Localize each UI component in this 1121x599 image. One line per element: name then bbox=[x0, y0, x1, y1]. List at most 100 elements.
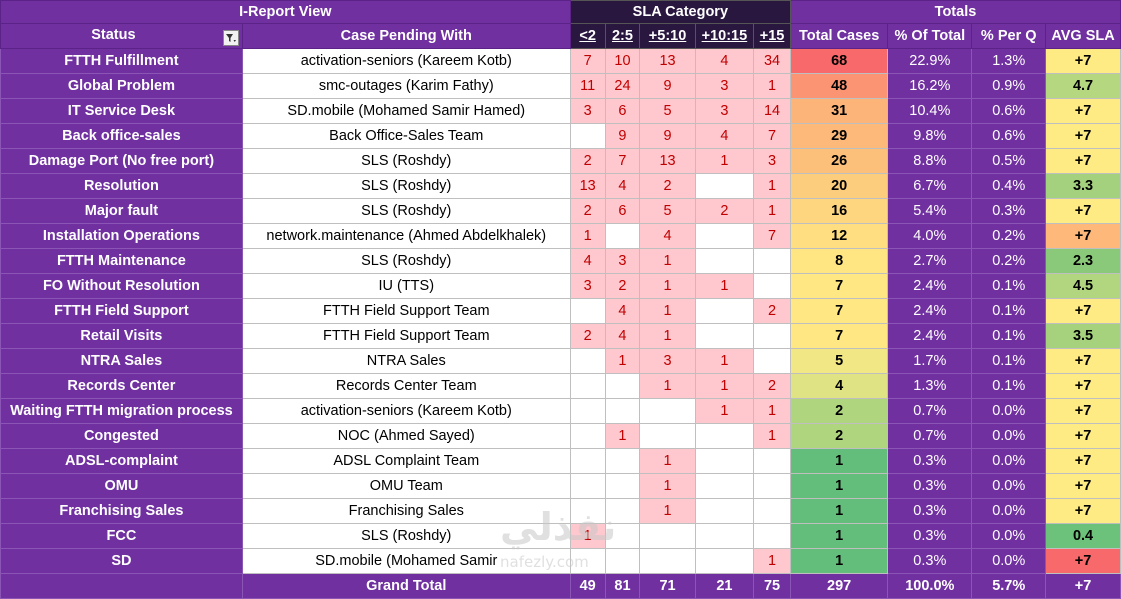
pct-total-cell: 1.7% bbox=[887, 348, 973, 374]
sla-col-gt15[interactable]: +15 bbox=[753, 23, 791, 49]
sla-cell: 2 bbox=[569, 323, 606, 349]
sla-cell bbox=[604, 373, 641, 399]
pct-q-cell: 0.0% bbox=[971, 548, 1047, 574]
table-row: Records Center Records Center Team 1 1 2 4 1.3… bbox=[0, 373, 1121, 399]
total-cases-cell: 29 bbox=[789, 123, 889, 149]
sla-col-2-5[interactable]: 2:5 bbox=[604, 23, 641, 49]
avg-sla-cell: +7 bbox=[1045, 548, 1121, 574]
pct-q-cell: 0.5% bbox=[971, 148, 1047, 174]
sla-cell: 1 bbox=[753, 198, 791, 224]
sla-col-10-15[interactable]: +10:15 bbox=[694, 23, 755, 49]
total-cases-cell: 2 bbox=[789, 423, 889, 449]
sla-col-lt2[interactable]: <2 bbox=[569, 23, 606, 49]
status-cell: NTRA Sales bbox=[0, 348, 243, 374]
grand-total-label: Grand Total bbox=[241, 573, 571, 599]
sla-cell: 1 bbox=[753, 73, 791, 99]
sla-cell: 2 bbox=[753, 298, 791, 324]
avg-sla-cell: 3.3 bbox=[1045, 173, 1121, 199]
table-row: OMU OMU Team 1 1 0.3% 0.0% +7 bbox=[0, 473, 1121, 499]
sla-cell bbox=[694, 323, 755, 349]
sla-cell bbox=[604, 223, 641, 249]
sla-cell: 1 bbox=[639, 298, 696, 324]
pct-total-cell: 9.8% bbox=[887, 123, 973, 149]
grand-pct-q: 5.7% bbox=[971, 573, 1047, 599]
sla-cell bbox=[753, 473, 791, 499]
sla-col-5-10[interactable]: +5:10 bbox=[639, 23, 696, 49]
sla-cell: 3 bbox=[569, 98, 606, 124]
sla-cell: 4 bbox=[604, 173, 641, 199]
sla-cell: 2 bbox=[604, 273, 641, 299]
table-row: Congested NOC (Ahmed Sayed) 1 1 2 0.7% 0.0% +7 bbox=[0, 423, 1121, 449]
sla-cell bbox=[694, 423, 755, 449]
pct-total-cell: 8.8% bbox=[887, 148, 973, 174]
total-cases-cell: 8 bbox=[789, 248, 889, 274]
sla-cell: 1 bbox=[639, 323, 696, 349]
pct-q-cell: 0.0% bbox=[971, 448, 1047, 474]
filter-dropdown-icon[interactable] bbox=[222, 29, 239, 46]
pending-cell: SLS (Roshdy) bbox=[241, 173, 571, 199]
pct-total-cell: 0.7% bbox=[887, 398, 973, 424]
sla-cell: 7 bbox=[753, 223, 791, 249]
sla-cell: 14 bbox=[753, 98, 791, 124]
pct-total-cell: 0.3% bbox=[887, 473, 973, 499]
pct-q-cell: 0.2% bbox=[971, 223, 1047, 249]
sla-cell bbox=[694, 248, 755, 274]
pct-q-cell: 0.6% bbox=[971, 123, 1047, 149]
sla-cell: 1 bbox=[694, 148, 755, 174]
sla-cell: 3 bbox=[694, 98, 755, 124]
pending-cell: activation-seniors (Kareem Kotb) bbox=[241, 48, 571, 74]
grand-total-cases: 297 bbox=[789, 573, 889, 599]
pending-cell: NOC (Ahmed Sayed) bbox=[241, 423, 571, 449]
grand-total-spacer bbox=[0, 573, 243, 599]
total-cases-cell: 68 bbox=[789, 48, 889, 74]
grand-pct-total: 100.0% bbox=[887, 573, 973, 599]
sla-cell bbox=[694, 173, 755, 199]
status-cell: FO Without Resolution bbox=[0, 273, 243, 299]
status-header: Status bbox=[0, 23, 243, 49]
sla-cell bbox=[569, 423, 606, 449]
avg-sla-cell: +7 bbox=[1045, 223, 1121, 249]
sla-cell: 3 bbox=[753, 148, 791, 174]
sla-cell bbox=[569, 123, 606, 149]
pct-q-cell: 0.1% bbox=[971, 323, 1047, 349]
table-row: NTRA Sales NTRA Sales 1 3 1 5 1.7% 0.1% +7 bbox=[0, 348, 1121, 374]
pending-cell: NTRA Sales bbox=[241, 348, 571, 374]
sla-cell bbox=[604, 523, 641, 549]
sla-cell: 2 bbox=[639, 173, 696, 199]
avg-sla-cell: +7 bbox=[1045, 123, 1121, 149]
total-cases-header: Total Cases bbox=[789, 23, 889, 49]
total-cases-cell: 4 bbox=[789, 373, 889, 399]
total-cases-cell: 48 bbox=[789, 73, 889, 99]
header-row-top: I-Report View SLA Category Totals bbox=[0, 0, 1121, 24]
sla-cell bbox=[694, 473, 755, 499]
status-cell: SD bbox=[0, 548, 243, 574]
table-row: FTTH Field Support FTTH Field Support Tea… bbox=[0, 298, 1121, 324]
table-row: IT Service Desk SD.mobile (Mohamed Samir … bbox=[0, 98, 1121, 124]
status-cell: OMU bbox=[0, 473, 243, 499]
status-cell: FTTH Maintenance bbox=[0, 248, 243, 274]
sla-cell bbox=[569, 548, 606, 574]
sla-cell: 4 bbox=[694, 48, 755, 74]
sla-cell: 1 bbox=[639, 373, 696, 399]
sla-cell bbox=[694, 498, 755, 524]
table-row: FO Without Resolution IU (TTS) 3 2 1 1 7 2.4% 0.… bbox=[0, 273, 1121, 299]
header-row-columns: Status Case Pending With <2 2:5 +5:10 +1… bbox=[0, 23, 1121, 49]
total-cases-cell: 31 bbox=[789, 98, 889, 124]
avg-sla-cell: 4.7 bbox=[1045, 73, 1121, 99]
pct-q-cell: 0.9% bbox=[971, 73, 1047, 99]
total-cases-cell: 2 bbox=[789, 398, 889, 424]
pct-total-cell: 2.7% bbox=[887, 248, 973, 274]
sla-cell: 4 bbox=[694, 123, 755, 149]
sla-cell bbox=[569, 298, 606, 324]
pending-cell: SD.mobile (Mohamed Samir bbox=[241, 548, 571, 574]
sla-cell: 13 bbox=[569, 173, 606, 199]
avg-sla-cell: +7 bbox=[1045, 48, 1121, 74]
grand-sla-cell: 49 bbox=[569, 573, 606, 599]
sla-cell bbox=[694, 548, 755, 574]
status-cell: FTTH Field Support bbox=[0, 298, 243, 324]
sla-cell bbox=[694, 298, 755, 324]
sla-cell: 1 bbox=[639, 498, 696, 524]
sla-cell: 3 bbox=[694, 73, 755, 99]
avg-sla-cell: +7 bbox=[1045, 98, 1121, 124]
